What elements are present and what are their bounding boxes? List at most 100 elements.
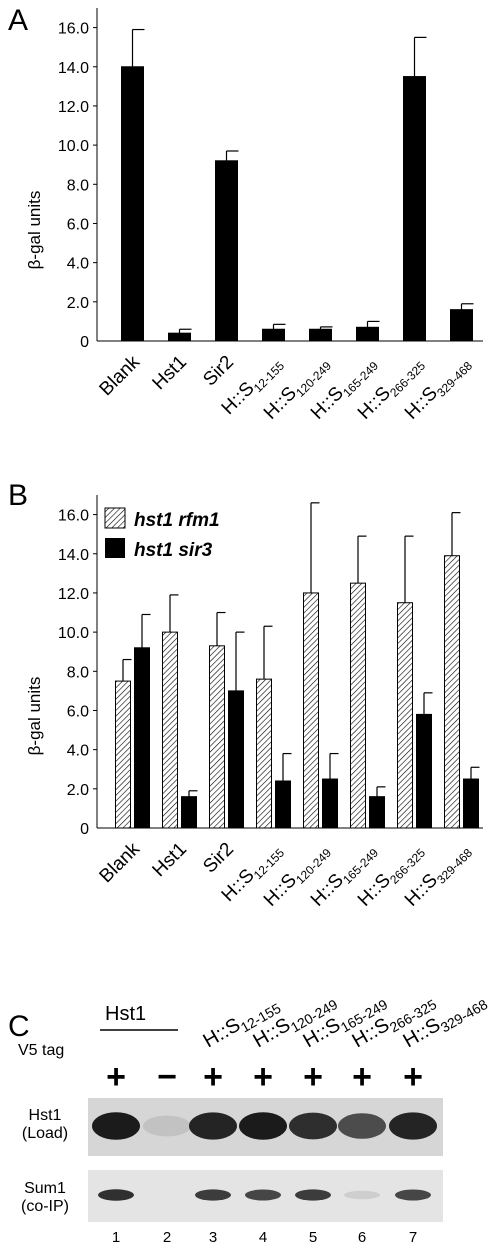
blot-load-band-6: [338, 1113, 386, 1139]
blot-header-labels: H::S12-155H::S120-249H::S165-249H::S266-…: [200, 996, 491, 1053]
panel-b-legend: hst1 rfm1 hst1 sir3: [104, 507, 220, 561]
blot-row2-label-1: Sum1: [24, 1180, 66, 1197]
blot-load-band-7: [389, 1112, 437, 1140]
panel-a-bar-solid-4: [309, 328, 332, 342]
panel-b-bar-hatched-5: [350, 582, 366, 829]
panel-a-tick-label-0: 0: [80, 334, 89, 351]
blot-tag-sign-5: +: [303, 1058, 323, 1096]
panel-a-bar-solid-7: [450, 309, 473, 342]
panel-b-tick-label: 10.0: [58, 625, 89, 642]
blot-tag-signs: + − + + + + +: [106, 1058, 423, 1096]
panel-b-bar-hatched-4: [303, 592, 319, 829]
blot-tag-sign-4: +: [253, 1058, 273, 1096]
legend-label-hst1-sir3: hst1 sir3: [134, 540, 213, 561]
panel-b-tick-label: 6.0: [67, 703, 89, 720]
panel-a-tick-label: 2.0: [67, 295, 89, 312]
panel-b-category-label-7: H::S329-468: [401, 838, 475, 912]
blot-row1-label-2: (Load): [22, 1125, 68, 1142]
panel-b-bar-solid-1: [181, 796, 197, 829]
panel-a-chart: 0 2.0 4.0 6.0 8.0 10.0 12.0 14.0 16.0 Blank Hst1 Si…: [58, 8, 483, 425]
legend-label-hst1-rfm1: hst1 rfm1: [134, 510, 220, 531]
blot-load-band-5: [289, 1112, 337, 1140]
blot-lane-number-6: 6: [358, 1229, 366, 1246]
panel-b-bar-hatched-3: [256, 678, 272, 829]
panel-b-letter: B: [8, 479, 28, 512]
blot-tag-sign-1: +: [106, 1058, 126, 1096]
blot-tag-sign-3: +: [203, 1058, 223, 1096]
blot-coip-band-5: [295, 1189, 331, 1201]
blot-lane-numbers: 1 2 3 4 5 6 7: [112, 1229, 417, 1246]
blot-lane-number-5: 5: [309, 1229, 317, 1246]
blot-load-band-2: [143, 1115, 191, 1137]
panel-b-tick-label: 16.0: [58, 508, 89, 525]
panel-b-bar-hatched-6: [397, 602, 413, 829]
panel-b-bar-hatched-1: [162, 631, 178, 829]
panel-a-tick-label: 8.0: [67, 177, 89, 194]
blot-coip-band-3: [195, 1189, 231, 1201]
panel-b-tick-label: 2.0: [67, 782, 89, 799]
panel-a-tick-label: 10.0: [58, 138, 89, 155]
panel-b-tick-label: 8.0: [67, 664, 89, 681]
panel-a-bar-solid-0: [121, 66, 144, 342]
blot-load-band-3: [189, 1112, 237, 1140]
panel-a-category-label-7: H::S329-468: [401, 351, 475, 425]
panel-b-bar-solid-7: [463, 778, 479, 829]
panel-b-tick-label: 14.0: [58, 547, 89, 564]
blot-lane-number-4: 4: [259, 1229, 267, 1246]
panel-b-tick-label: 12.0: [58, 586, 89, 603]
panel-b-bar-solid-3: [275, 780, 291, 829]
panel-b-bar-hatched-0: [115, 680, 131, 829]
panel-b-category-label-0: Blank: [96, 838, 145, 887]
blot-lane-number-1: 1: [112, 1229, 120, 1246]
panel-b-bar-solid-4: [322, 778, 338, 829]
blot-coip-band-1: [98, 1189, 134, 1201]
blot-load-bands: [92, 1112, 437, 1140]
blot-group-label: Hst1: [105, 1003, 146, 1025]
panel-a-tick-label: 16.0: [58, 21, 89, 38]
panel-b-category-label-2: Sir2: [199, 839, 238, 878]
panel-a-tick-label: 6.0: [67, 216, 89, 233]
panel-b-bar-solid-5: [369, 796, 385, 829]
blot-tag-sign-7: +: [403, 1058, 423, 1096]
blot-row1-label-1: Hst1: [29, 1107, 62, 1124]
panel-b-bar-solid-0: [134, 647, 150, 829]
panel-a-letter: A: [8, 4, 28, 37]
blot-lane-number-7: 7: [409, 1229, 417, 1246]
panel-a-bar-solid-5: [356, 326, 379, 342]
panel-c-letter: C: [8, 1010, 30, 1043]
blot-coip-band-4: [245, 1189, 281, 1201]
blot-coip-band-7: [395, 1189, 431, 1201]
blot-tag-sign-6: +: [352, 1058, 372, 1096]
panel-a-bar-solid-2: [215, 160, 238, 342]
panel-b-ylabel: β-gal units: [25, 677, 44, 756]
panel-a-category-label-1: Hst1: [149, 352, 191, 394]
legend-swatch-hatched: [104, 507, 126, 529]
panel-a-category-label-0: Blank: [96, 351, 145, 400]
panel-b-tick-label-0: 0: [80, 821, 89, 838]
panel-a-tick-label: 12.0: [58, 99, 89, 116]
panel-a-ylabel: β-gal units: [25, 191, 44, 270]
blot-tag-sign-2: −: [157, 1058, 177, 1096]
legend-swatch-solid: [105, 538, 125, 558]
panel-a-bar-solid-1: [168, 332, 191, 342]
panel-b-bar-hatched-2: [209, 645, 225, 829]
panel-b-bar-solid-6: [416, 713, 432, 829]
panel-a-bar-solid-6: [403, 76, 426, 342]
panel-b-bar-hatched-7: [444, 555, 460, 829]
blot-load-band-1: [92, 1112, 140, 1140]
panel-b-category-label-1: Hst1: [149, 839, 191, 881]
panel-a-bar-solid-3: [262, 328, 285, 342]
panel-a-category-label-2: Sir2: [199, 352, 238, 391]
blot-lane-number-2: 2: [163, 1229, 171, 1246]
panel-b-tick-label: 4.0: [67, 743, 89, 760]
blot-load-band-4: [239, 1112, 287, 1140]
panel-b-bar-solid-2: [228, 690, 244, 829]
blot-coip-band-6: [344, 1190, 380, 1200]
blot-tag-label: V5 tag: [18, 1042, 64, 1059]
panel-a-tick-label: 4.0: [67, 256, 89, 273]
blot-coip-bands: [98, 1189, 431, 1201]
blot-lane-number-3: 3: [209, 1229, 217, 1246]
blot-row2-label-2: (co-IP): [21, 1198, 69, 1215]
panel-a-tick-label: 14.0: [58, 60, 89, 77]
